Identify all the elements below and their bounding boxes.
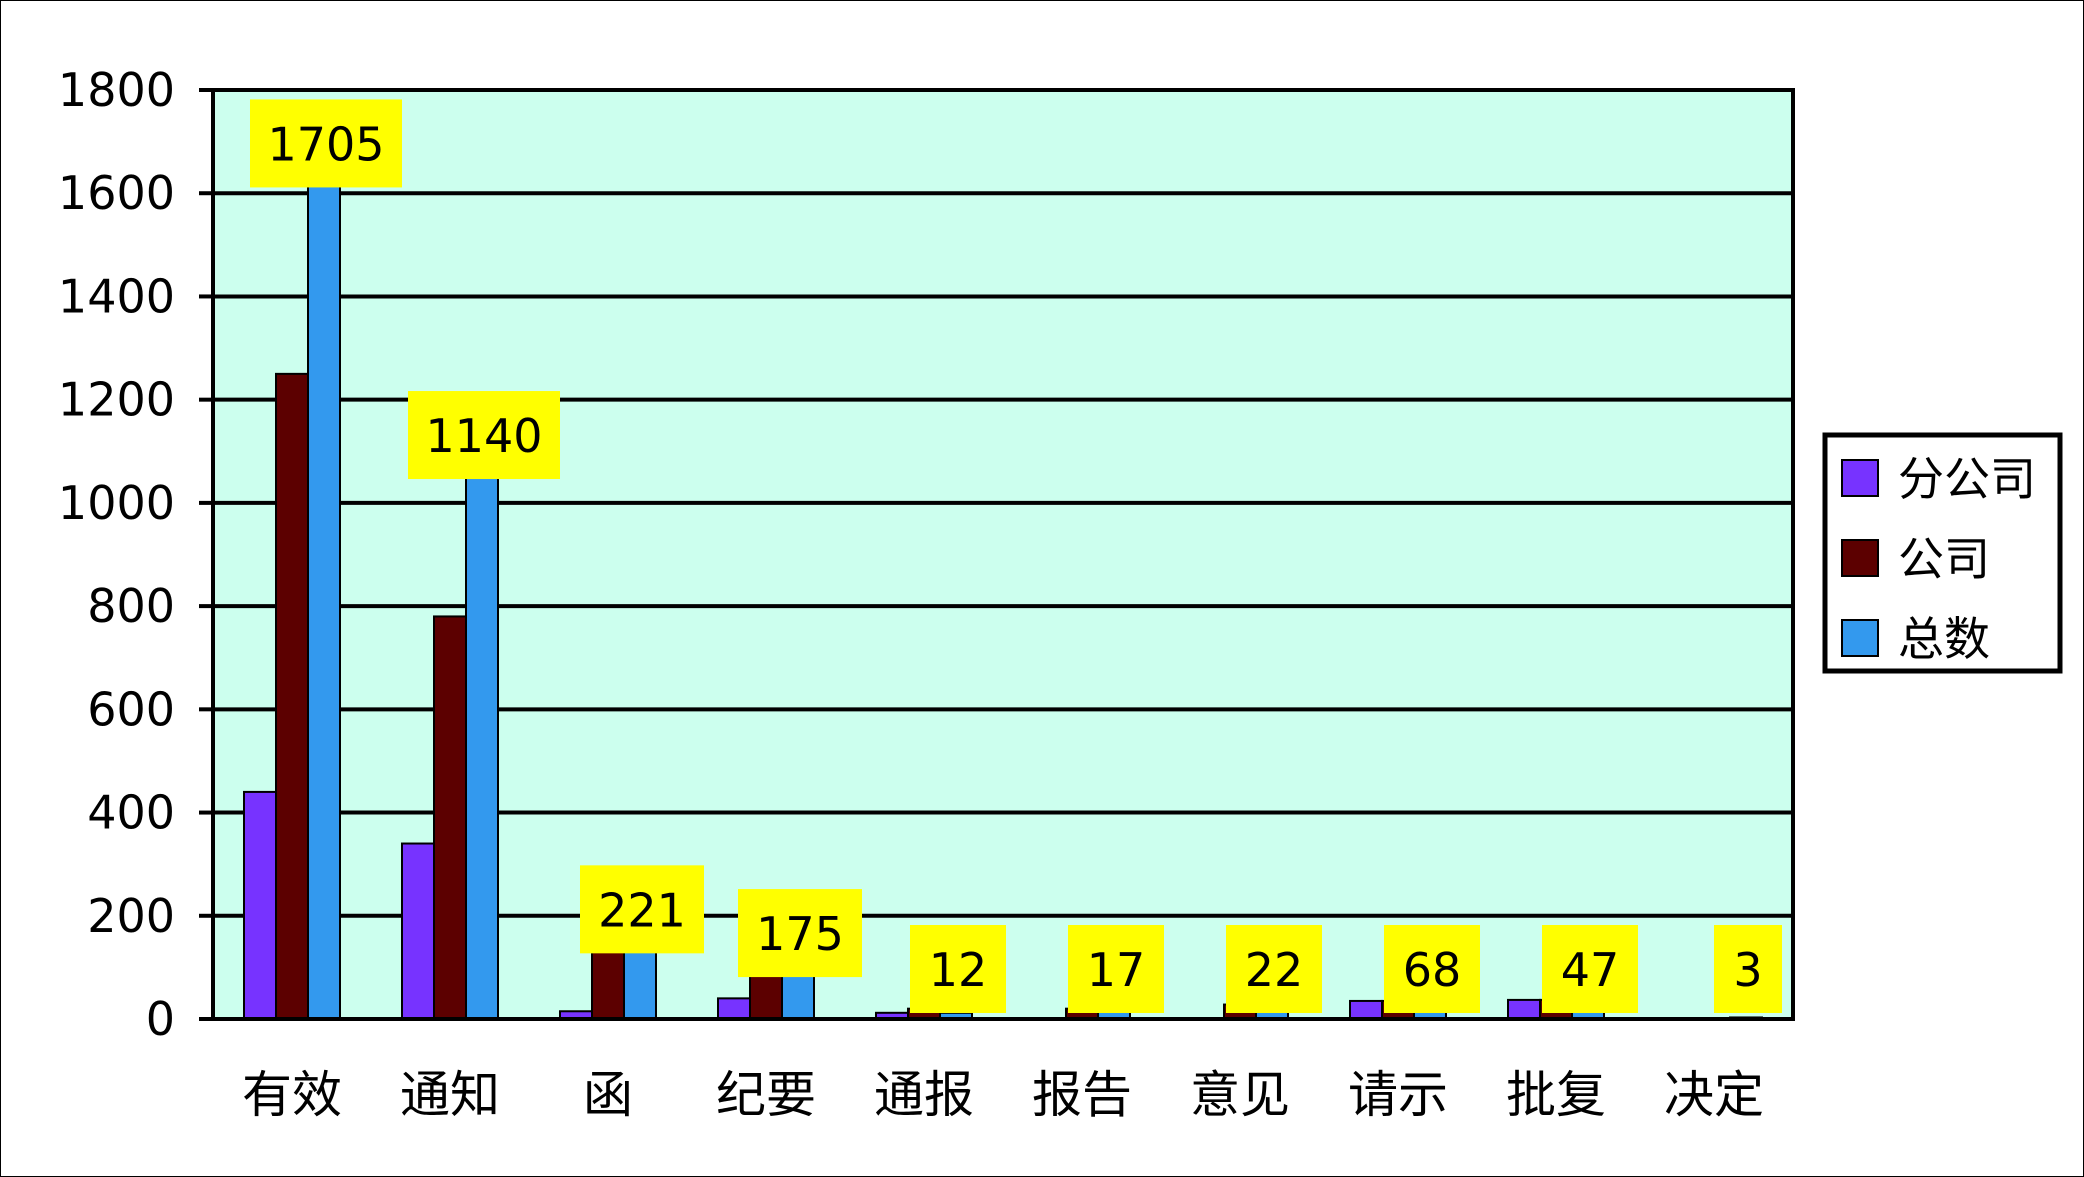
- data-labels: 1705 1140 221 175 12 17 22 68 47 3: [250, 99, 1782, 1013]
- data-label-text: 1140: [425, 409, 542, 463]
- data-label-box: [1714, 925, 1782, 1013]
- data-label-text: 68: [1403, 943, 1462, 997]
- legend-label: 总数: [1898, 612, 1990, 666]
- y-tick-label: 1200: [58, 373, 175, 427]
- data-label-text: 17: [1087, 943, 1146, 997]
- data-label-决定: 3: [1714, 925, 1782, 1013]
- data-label-纪要: 175: [738, 889, 862, 978]
- data-label-text: 221: [598, 883, 686, 937]
- data-label-请示: 68: [1384, 925, 1480, 1013]
- data-label-报告: 17: [1068, 925, 1164, 1013]
- bar-分公司-通知: [401, 842, 435, 1020]
- bar-分公司-有效: [243, 790, 277, 1021]
- x-category-label: 意见: [1190, 1066, 1290, 1124]
- data-label-box: [580, 865, 704, 954]
- legend-label: 分公司: [1898, 452, 2036, 506]
- y-tick-label: 1600: [58, 166, 175, 220]
- bar-总数-有效: [307, 138, 341, 1020]
- data-label-text: 175: [756, 907, 844, 961]
- data-label-意见: 22: [1226, 925, 1322, 1013]
- bar-分公司-纪要: [717, 997, 751, 1020]
- x-category-label: 请示: [1348, 1066, 1448, 1124]
- x-category-label: 决定: [1664, 1066, 1764, 1124]
- y-tick-label: 1400: [58, 269, 175, 323]
- bar-公司-有效: [275, 372, 309, 1021]
- x-axis-labels: 有效 通知 函 纪要 通报 报告 意见 请示 批复 决定: [242, 1066, 1764, 1124]
- data-label-box: [408, 391, 560, 480]
- data-label-box: [1384, 925, 1480, 1013]
- bar-分公司-批复: [1507, 998, 1541, 1020]
- bar-分公司-请示: [1349, 999, 1383, 1020]
- y-tick-label: 200: [87, 889, 175, 943]
- data-label-text: 22: [1245, 943, 1304, 997]
- data-label-通知: 1140: [408, 391, 560, 480]
- y-tick-label: 1800: [58, 63, 175, 117]
- data-label-text: 47: [1561, 943, 1620, 997]
- y-tick-label: 800: [87, 579, 175, 633]
- legend-swatch: [1841, 619, 1879, 657]
- data-label-批复: 47: [1542, 925, 1638, 1013]
- data-label-box: [738, 889, 862, 978]
- y-tick-label: 600: [87, 682, 175, 736]
- y-axis-ticks: 0 200 400 600 800 1000 1200 1400 1600 1800: [58, 63, 213, 1046]
- data-label-通报: 12: [910, 925, 1006, 1013]
- x-category-label: 函: [583, 1066, 633, 1124]
- data-label-text: 3: [1733, 943, 1762, 997]
- y-tick-label: 1000: [58, 476, 175, 530]
- data-label-有效: 1705: [250, 99, 402, 188]
- x-category-label: 有效: [242, 1066, 342, 1124]
- x-category-label: 报告: [1032, 1066, 1132, 1124]
- x-category-label: 通知: [400, 1066, 500, 1124]
- data-label-text: 1705: [267, 117, 384, 171]
- bar-公司-通知: [433, 615, 467, 1021]
- y-tick-label: 400: [87, 786, 175, 840]
- data-label-box: [250, 99, 402, 188]
- data-label-box: [1542, 925, 1638, 1013]
- data-label-函: 221: [580, 865, 704, 954]
- legend-swatch: [1841, 459, 1879, 497]
- data-label-box: [1226, 925, 1322, 1013]
- plot-border: [211, 88, 1795, 1021]
- data-label-text: 12: [929, 943, 988, 997]
- x-category-label: 纪要: [716, 1066, 816, 1124]
- legend-swatch: [1841, 539, 1879, 577]
- x-category-label: 通报: [874, 1066, 974, 1124]
- data-label-box: [910, 925, 1006, 1013]
- x-category-label: 批复: [1506, 1066, 1606, 1124]
- bar-总数-通知: [465, 429, 499, 1020]
- data-label-box: [1068, 925, 1164, 1013]
- legend-label: 公司: [1898, 532, 1990, 586]
- y-tick-label: 0: [146, 992, 175, 1046]
